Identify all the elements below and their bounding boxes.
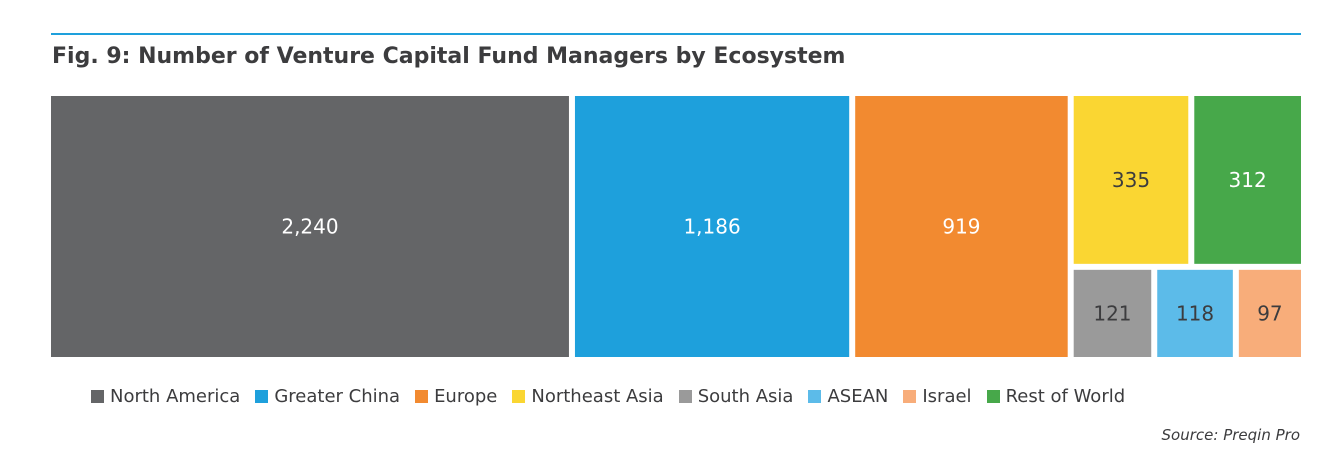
- legend-label-north-america: North America: [110, 386, 241, 407]
- legend-swatch-rest-of-world: [986, 390, 1000, 403]
- legend-item-northeast-asia: Northeast Asia: [512, 386, 664, 407]
- treemap-chart: 2,240 1,186 919 335 121 118 97 312: [51, 96, 1301, 357]
- treemap-tile-rest-of-world: [1194, 96, 1301, 264]
- legend-item-israel: Israel: [903, 386, 972, 407]
- treemap-label-northeast-asia: 335: [1112, 168, 1150, 192]
- treemap-tile-europe: [855, 96, 1068, 357]
- legend-swatch-europe: [415, 390, 429, 403]
- legend-label-south-asia: South Asia: [697, 386, 794, 407]
- legend-swatch-south-asia: [678, 390, 692, 403]
- title-rule: [51, 33, 1301, 35]
- legend-label-asean: ASEAN: [827, 386, 889, 407]
- legend-swatch-asean: [808, 390, 822, 403]
- legend-label-rest-of-world: Rest of World: [1005, 386, 1126, 407]
- treemap-label-south-asia: 121: [1093, 301, 1131, 325]
- treemap-label-europe: 919: [942, 215, 980, 239]
- treemap-label-greater-china: 1,186: [683, 215, 740, 239]
- treemap-tile-south-asia: [1073, 269, 1152, 357]
- treemap-tile-israel: [1238, 269, 1301, 357]
- legend-label-northeast-asia: Northeast Asia: [531, 386, 664, 407]
- legend-label-europe: Europe: [434, 386, 498, 407]
- chart-title: Fig. 9: Number of Venture Capital Fund M…: [52, 44, 846, 69]
- legend-item-asean: ASEAN: [808, 386, 888, 407]
- legend-item-greater-china: Greater China: [255, 386, 400, 407]
- legend-label-israel: Israel: [922, 386, 972, 407]
- treemap-label-rest-of-world: 312: [1229, 168, 1267, 192]
- treemap-tile-greater-china: [574, 96, 850, 357]
- treemap-tile-north-america: [51, 96, 569, 357]
- legend-swatch-northeast-asia: [512, 390, 526, 403]
- chart-source: Source: Preqin Pro: [1161, 426, 1300, 444]
- chart-legend: North America Greater China Europe Northeas…: [91, 386, 1140, 407]
- treemap-tile-northeast-asia: [1073, 96, 1189, 264]
- legend-item-south-asia: South Asia: [678, 386, 794, 407]
- legend-item-north-america: North America: [91, 386, 240, 407]
- legend-item-europe: Europe: [415, 386, 497, 407]
- legend-swatch-israel: [903, 390, 917, 403]
- treemap-label-asean: 118: [1176, 301, 1214, 325]
- legend-swatch-north-america: [91, 390, 104, 403]
- legend-label-greater-china: Greater China: [274, 386, 401, 407]
- treemap-tile-asean: [1157, 269, 1233, 357]
- legend-swatch-greater-china: [255, 390, 269, 403]
- legend-item-rest-of-world: Rest of World: [986, 386, 1126, 407]
- treemap-label-israel: 97: [1257, 301, 1282, 325]
- treemap-label-north-america: 2,240: [281, 215, 338, 239]
